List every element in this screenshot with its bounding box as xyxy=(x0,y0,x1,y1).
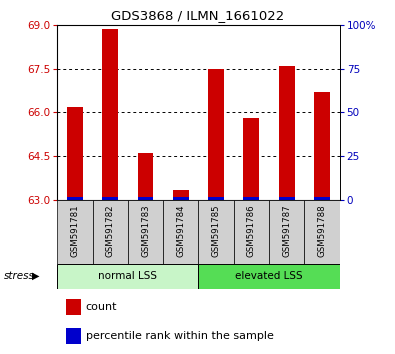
Bar xyxy=(66,328,81,344)
Bar xyxy=(102,196,118,200)
Bar xyxy=(243,118,260,200)
Bar xyxy=(314,196,330,200)
Text: GSM591785: GSM591785 xyxy=(212,204,221,257)
Bar xyxy=(128,200,163,264)
Bar xyxy=(66,299,81,315)
Text: GSM591787: GSM591787 xyxy=(282,204,291,257)
Text: percentile rank within the sample: percentile rank within the sample xyxy=(85,331,273,341)
Bar xyxy=(57,264,199,289)
Bar xyxy=(314,92,330,200)
Bar xyxy=(67,196,83,200)
Text: elevated LSS: elevated LSS xyxy=(235,271,303,281)
Text: ▶: ▶ xyxy=(32,271,40,281)
Text: GDS3868 / ILMN_1661022: GDS3868 / ILMN_1661022 xyxy=(111,9,284,22)
Bar xyxy=(243,196,260,200)
Bar xyxy=(92,200,128,264)
Bar xyxy=(208,69,224,200)
Bar xyxy=(305,200,340,264)
Bar xyxy=(163,200,198,264)
Bar xyxy=(208,196,224,200)
Text: GSM591783: GSM591783 xyxy=(141,204,150,257)
Bar xyxy=(269,200,305,264)
Text: GSM591788: GSM591788 xyxy=(318,204,327,257)
Text: GSM591782: GSM591782 xyxy=(106,204,115,257)
Bar xyxy=(234,200,269,264)
Bar xyxy=(102,29,118,200)
Bar xyxy=(137,153,154,200)
Text: stress: stress xyxy=(4,271,35,281)
Bar xyxy=(199,264,340,289)
Text: normal LSS: normal LSS xyxy=(98,271,157,281)
Bar xyxy=(137,196,154,200)
Bar xyxy=(67,107,83,200)
Text: count: count xyxy=(85,302,117,313)
Bar xyxy=(279,196,295,200)
Text: GSM591784: GSM591784 xyxy=(176,204,185,257)
Bar xyxy=(173,190,189,200)
Text: GSM591786: GSM591786 xyxy=(247,204,256,257)
Bar xyxy=(199,200,234,264)
Bar xyxy=(279,66,295,200)
Bar xyxy=(173,196,189,200)
Bar xyxy=(57,200,92,264)
Text: GSM591781: GSM591781 xyxy=(70,204,79,257)
